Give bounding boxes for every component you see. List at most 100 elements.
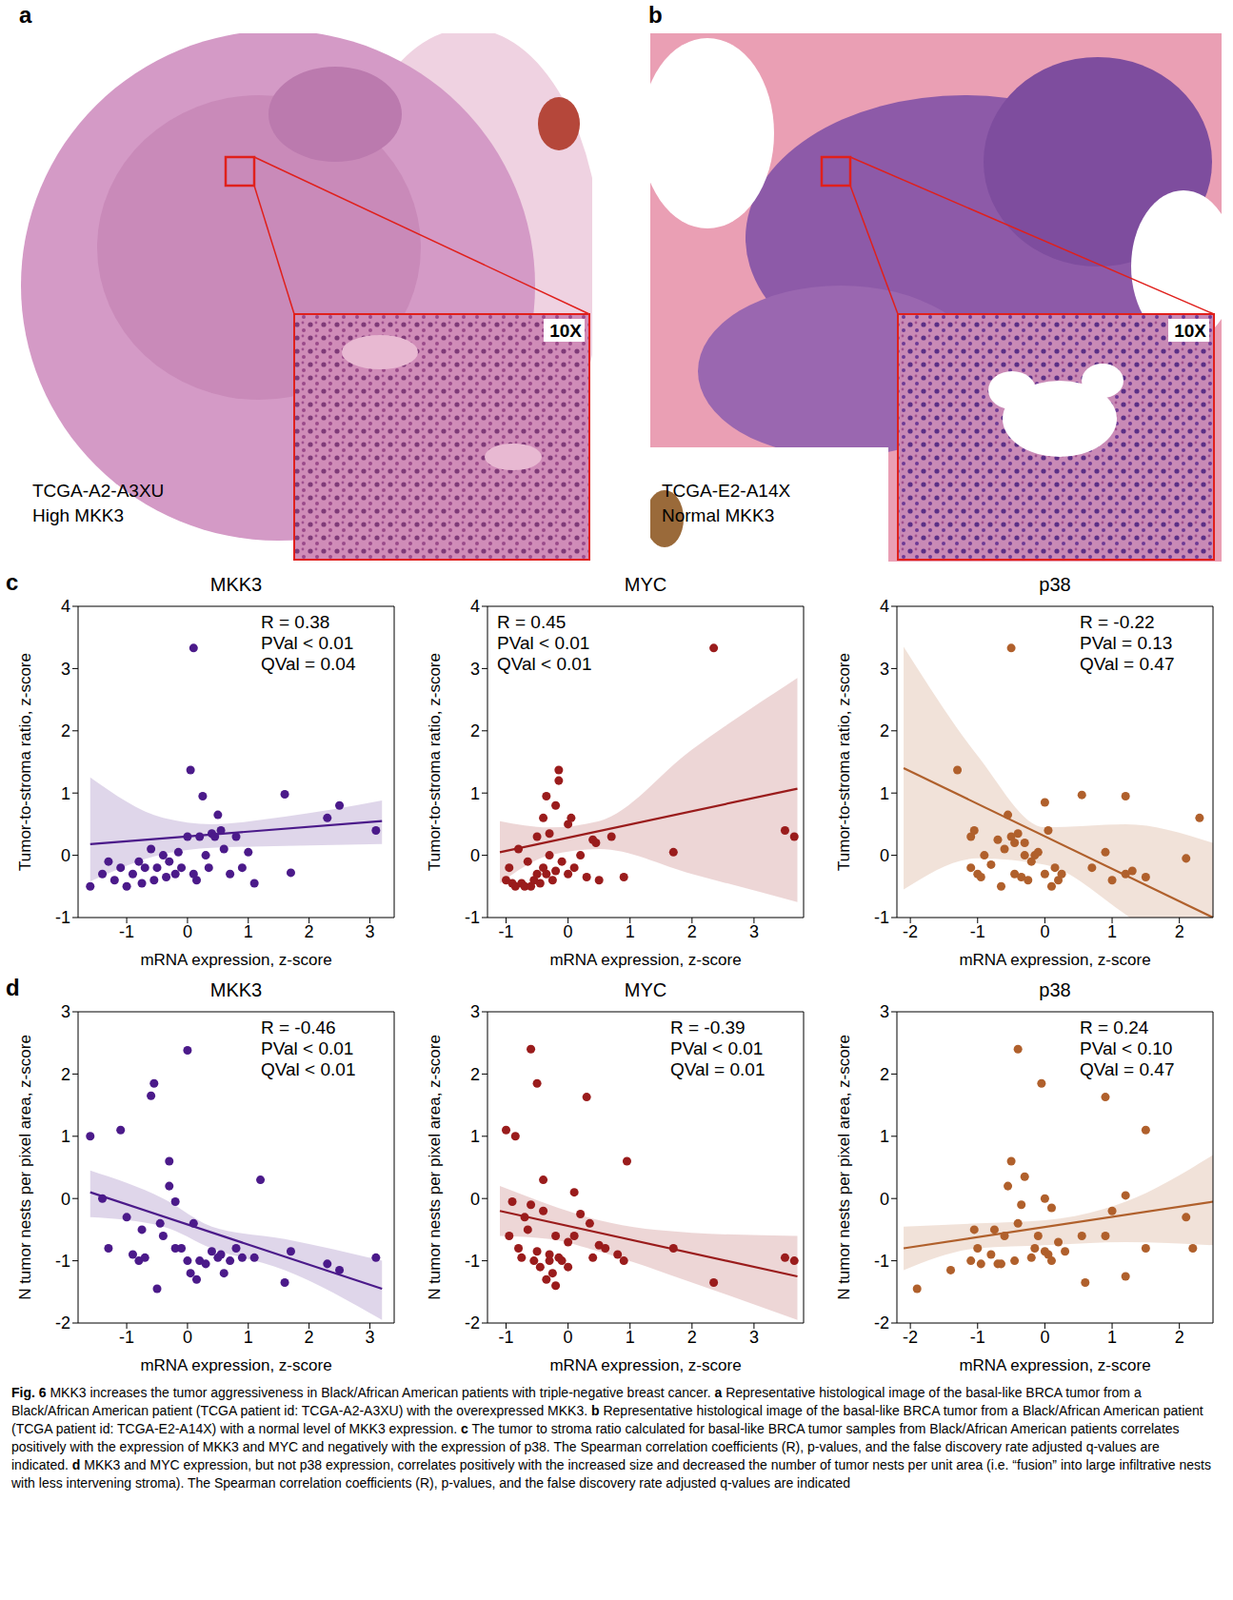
html-text:MKK3: MKK3 <box>210 574 263 596</box>
svg-text:3: 3 <box>879 659 890 679</box>
svg-text:2: 2 <box>879 1065 890 1085</box>
svg-text:3: 3 <box>749 922 759 942</box>
svg-text:-1: -1 <box>119 1328 135 1348</box>
svg-text:1: 1 <box>1107 922 1117 942</box>
svg-text:3: 3 <box>60 1003 71 1022</box>
svg-text:1: 1 <box>1107 1328 1117 1348</box>
svg-text:-1: -1 <box>498 922 515 942</box>
svg-text:2: 2 <box>687 1328 697 1348</box>
svg-text:10X: 10X <box>1173 320 1207 341</box>
svg-text:2: 2 <box>687 922 697 942</box>
svg-text:0: 0 <box>182 922 193 942</box>
svg-text:mRNA expression, z-score: mRNA expression, z-score <box>958 1356 1151 1375</box>
svg-text:1: 1 <box>625 922 636 942</box>
html-text:R = -0.22: R = -0.22 <box>1079 612 1155 633</box>
svg-text:N tumor nests per pixel area,: N tumor nests per pixel area, z-score <box>835 1034 854 1301</box>
html-text:Fig. 6 MKK3 increases the tumo: Fig. 6 MKK3 increases the tumor aggressi… <box>11 1385 1212 1492</box>
svg-text:1: 1 <box>60 1127 71 1147</box>
html-text:p38: p38 <box>1039 574 1071 596</box>
html-text:MYC: MYC <box>624 979 667 1001</box>
svg-text:2: 2 <box>1174 1328 1185 1348</box>
svg-text:0: 0 <box>60 846 71 866</box>
svg-text:0: 0 <box>1039 1328 1050 1348</box>
svg-text:3: 3 <box>364 1328 375 1348</box>
svg-text:3: 3 <box>470 659 480 679</box>
svg-text:-2: -2 <box>874 1313 890 1333</box>
svg-text:1: 1 <box>470 1127 480 1147</box>
svg-text:1: 1 <box>879 784 890 804</box>
svg-text:2: 2 <box>1174 922 1185 942</box>
svg-text:0: 0 <box>563 922 574 942</box>
svg-text:4: 4 <box>879 597 890 617</box>
svg-text:mRNA expression, z-score: mRNA expression, z-score <box>139 1356 332 1375</box>
svg-text:N tumor nests per pixel area,: N tumor nests per pixel area, z-score <box>16 1034 35 1301</box>
svg-text:0: 0 <box>182 1328 193 1348</box>
svg-text:0: 0 <box>1039 922 1050 942</box>
svg-text:2: 2 <box>304 922 315 942</box>
svg-text:-1: -1 <box>464 1252 480 1272</box>
svg-text:1: 1 <box>60 784 71 804</box>
svg-text:a: a <box>19 1 33 28</box>
svg-text:2: 2 <box>60 721 71 741</box>
html-text:p38: p38 <box>1039 979 1071 1001</box>
svg-text:10X: 10X <box>549 320 582 341</box>
svg-text:2: 2 <box>879 721 890 741</box>
html-text:QVal < 0.01: QVal < 0.01 <box>497 654 592 675</box>
svg-text:-1: -1 <box>119 922 135 942</box>
html-text:R = 0.38: R = 0.38 <box>260 612 330 633</box>
svg-text:-2: -2 <box>902 1328 918 1348</box>
svg-text:0: 0 <box>470 846 480 866</box>
svg-text:1: 1 <box>470 784 480 804</box>
svg-text:3: 3 <box>879 1003 890 1022</box>
svg-text:0: 0 <box>60 1190 71 1210</box>
svg-text:Normal MKK3: Normal MKK3 <box>661 505 775 526</box>
svg-text:2: 2 <box>304 1328 315 1348</box>
svg-text:-1: -1 <box>464 908 480 928</box>
svg-text:1: 1 <box>243 922 254 942</box>
svg-text:-2: -2 <box>55 1313 71 1333</box>
svg-text:TCGA-A2-A3XU: TCGA-A2-A3XU <box>32 480 164 501</box>
svg-text:mRNA expression, z-score: mRNA expression, z-score <box>549 951 741 970</box>
svg-text:N tumor nests per pixel area,: N tumor nests per pixel area, z-score <box>425 1034 444 1301</box>
svg-text:3: 3 <box>470 1003 480 1022</box>
svg-text:1: 1 <box>243 1328 254 1348</box>
html-text:MYC: MYC <box>624 574 667 596</box>
html-text:QVal = 0.04: QVal = 0.04 <box>260 654 356 675</box>
svg-text:0: 0 <box>879 1190 890 1210</box>
svg-text:3: 3 <box>749 1328 759 1348</box>
svg-text:2: 2 <box>60 1065 71 1085</box>
svg-text:-1: -1 <box>874 908 890 928</box>
svg-text:0: 0 <box>470 1190 480 1210</box>
html-text:PVal < 0.01: PVal < 0.01 <box>497 633 590 654</box>
svg-text:Tumor-to-stroma ratio, z-score: Tumor-to-stroma ratio, z-score <box>425 653 444 872</box>
svg-text:1: 1 <box>625 1328 636 1348</box>
svg-text:2: 2 <box>470 721 480 741</box>
svg-text:mRNA expression, z-score: mRNA expression, z-score <box>549 1356 741 1375</box>
svg-text:mRNA expression, z-score: mRNA expression, z-score <box>958 951 1151 970</box>
svg-text:-1: -1 <box>970 1328 986 1348</box>
svg-text:b: b <box>648 1 663 28</box>
svg-text:-1: -1 <box>55 908 71 928</box>
svg-text:0: 0 <box>563 1328 574 1348</box>
svg-text:-1: -1 <box>874 1252 890 1272</box>
html-text:MKK3: MKK3 <box>210 979 263 1001</box>
svg-text:-2: -2 <box>464 1313 480 1333</box>
svg-text:mRNA expression, z-score: mRNA expression, z-score <box>139 951 332 970</box>
svg-text:TCGA-E2-A14X: TCGA-E2-A14X <box>661 480 791 501</box>
svg-text:3: 3 <box>364 922 375 942</box>
svg-text:Tumor-to-stroma ratio, z-score: Tumor-to-stroma ratio, z-score <box>835 653 854 872</box>
html-text:R = 0.45: R = 0.45 <box>497 612 566 633</box>
svg-text:High MKK3: High MKK3 <box>32 505 124 526</box>
html-text:PVal < 0.01: PVal < 0.01 <box>260 633 354 654</box>
svg-text:3: 3 <box>60 659 71 679</box>
svg-text:2: 2 <box>470 1065 480 1085</box>
svg-text:-1: -1 <box>970 922 986 942</box>
svg-text:Tumor-to-stroma ratio, z-score: Tumor-to-stroma ratio, z-score <box>16 653 35 872</box>
svg-text:-2: -2 <box>902 922 918 942</box>
svg-text:4: 4 <box>470 597 480 617</box>
svg-text:0: 0 <box>879 846 890 866</box>
svg-text:1: 1 <box>879 1127 890 1147</box>
svg-text:-1: -1 <box>55 1252 71 1272</box>
svg-text:4: 4 <box>60 597 71 617</box>
svg-text:-1: -1 <box>498 1328 515 1348</box>
